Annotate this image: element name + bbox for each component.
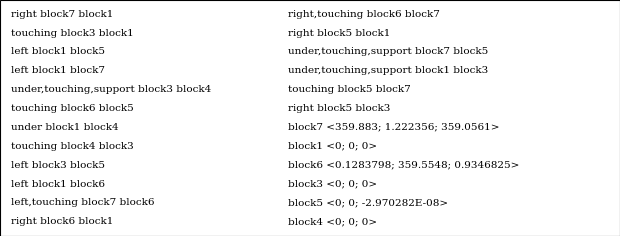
Text: block5 <0; 0; -2.970282E-08>: block5 <0; 0; -2.970282E-08>	[288, 198, 448, 207]
Text: left block1 block5: left block1 block5	[11, 47, 105, 56]
Text: right block5 block1: right block5 block1	[288, 29, 390, 38]
Text: under,touching,support block7 block5: under,touching,support block7 block5	[288, 47, 488, 56]
Text: right block7 block1: right block7 block1	[11, 10, 113, 19]
Text: under block1 block4: under block1 block4	[11, 123, 119, 132]
Text: touching block5 block7: touching block5 block7	[288, 85, 410, 94]
Text: right block6 block1: right block6 block1	[11, 217, 113, 226]
Text: right,touching block6 block7: right,touching block6 block7	[288, 10, 440, 19]
Text: block6 <0.1283798; 359.5548; 0.9346825>: block6 <0.1283798; 359.5548; 0.9346825>	[288, 161, 519, 170]
Text: touching block6 block5: touching block6 block5	[11, 104, 134, 113]
Text: block7 <359.883; 1.222356; 359.0561>: block7 <359.883; 1.222356; 359.0561>	[288, 123, 499, 132]
Text: under,touching,support block1 block3: under,touching,support block1 block3	[288, 66, 488, 75]
Text: left block3 block5: left block3 block5	[11, 161, 105, 170]
Text: left,touching block7 block6: left,touching block7 block6	[11, 198, 154, 207]
Text: right block5 block3: right block5 block3	[288, 104, 390, 113]
Text: left block1 block7: left block1 block7	[11, 66, 105, 75]
Text: block4 <0; 0; 0>: block4 <0; 0; 0>	[288, 217, 377, 226]
Text: under,touching,support block3 block4: under,touching,support block3 block4	[11, 85, 211, 94]
Text: touching block4 block3: touching block4 block3	[11, 142, 134, 151]
Text: block1 <0; 0; 0>: block1 <0; 0; 0>	[288, 142, 377, 151]
Text: block3 <0; 0; 0>: block3 <0; 0; 0>	[288, 180, 377, 189]
Text: touching block3 block1: touching block3 block1	[11, 29, 134, 38]
Text: left block1 block6: left block1 block6	[11, 180, 105, 189]
